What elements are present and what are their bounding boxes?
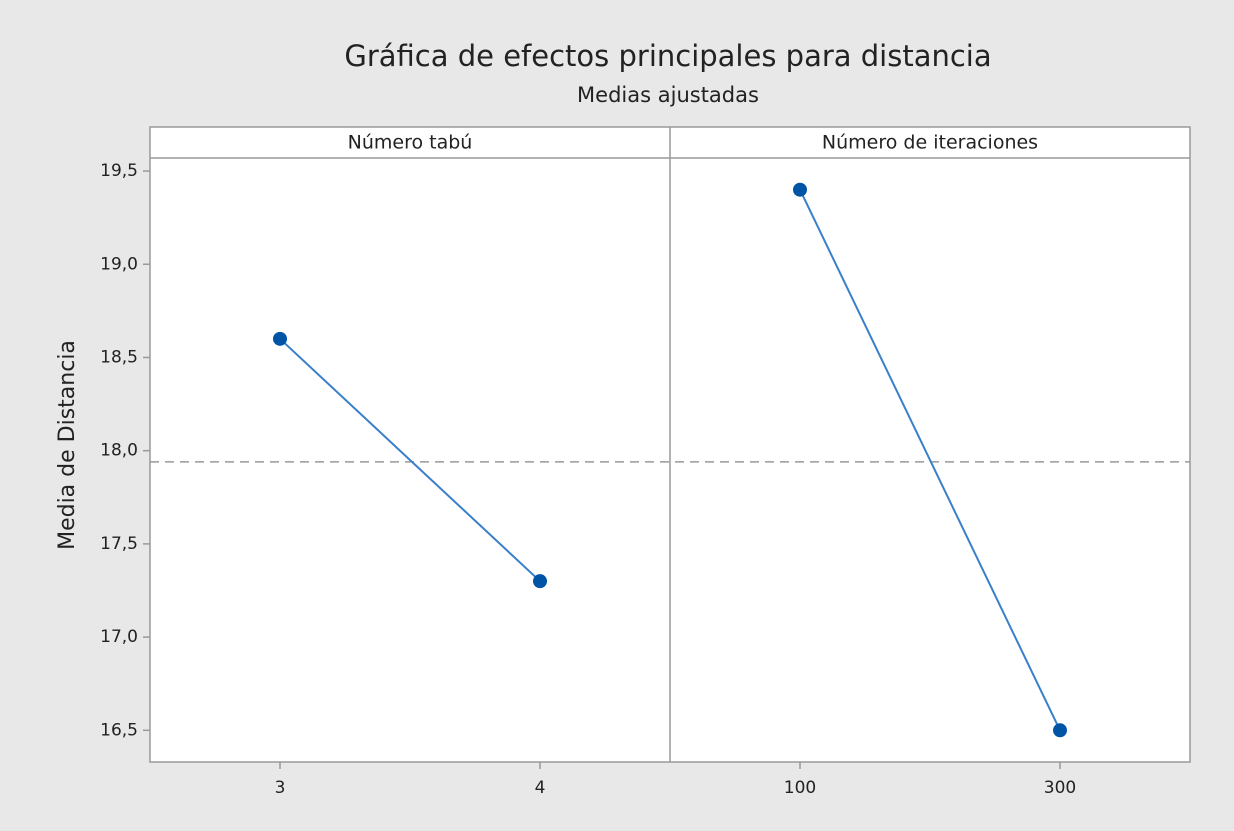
y-tick-label: 16,5: [100, 720, 138, 740]
y-tick-label: 18,5: [100, 347, 138, 367]
y-tick-label: 19,5: [100, 161, 138, 181]
panel-title: Número tabú: [348, 132, 473, 154]
panel-title: Número de iteraciones: [822, 132, 1038, 154]
marker: [533, 574, 547, 589]
y-tick-label: 17,5: [100, 534, 138, 554]
x-tick-label: 3: [275, 778, 286, 798]
marker: [273, 331, 287, 346]
effect-line: [799, 189, 1061, 731]
y-tick-label: 17,0: [100, 627, 138, 647]
chart-title: Gráfica de efectos principales para dist…: [344, 39, 991, 73]
x-tick-label: 4: [535, 778, 546, 798]
chart-subtitle: Medias ajustadas: [577, 83, 759, 107]
x-tick-label: 100: [784, 778, 816, 798]
y-tick-label: 18,0: [100, 441, 138, 461]
marker: [1053, 723, 1067, 738]
effect-line: [279, 338, 541, 582]
x-tick-label: 300: [1044, 778, 1076, 798]
y-tick-label: 19,0: [100, 254, 138, 274]
y-axis-label: Media de Distancia: [55, 340, 80, 550]
marker: [793, 182, 807, 197]
